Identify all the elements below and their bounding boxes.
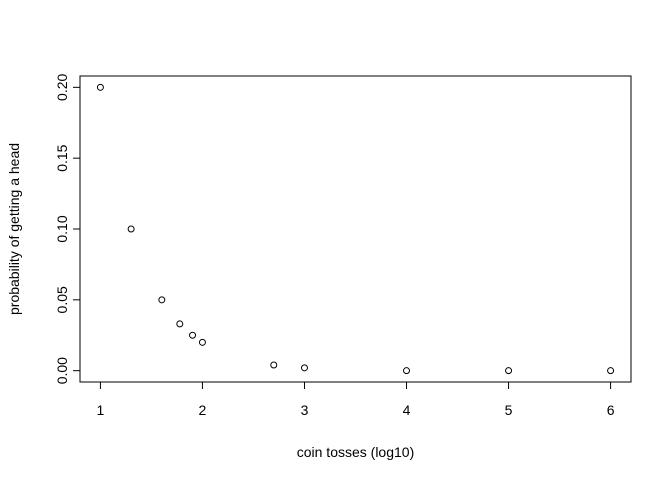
- data-point: [127, 225, 135, 233]
- x-tick-label: 1: [97, 402, 105, 418]
- x-tick-label: 3: [301, 402, 309, 418]
- data-points: [96, 83, 615, 375]
- y-tick-label: 0.10: [54, 215, 70, 242]
- data-point: [300, 364, 308, 372]
- x-tick-label: 5: [505, 402, 513, 418]
- data-point: [505, 367, 513, 375]
- y-tick-label: 0.15: [54, 144, 70, 171]
- data-point: [607, 367, 615, 375]
- y-tick-label: 0.05: [54, 286, 70, 313]
- plot-frame: [79, 75, 632, 383]
- y-tick-label: 0.20: [54, 73, 70, 100]
- x-tick-label: 4: [403, 402, 411, 418]
- data-point: [176, 320, 184, 328]
- data-point: [158, 296, 166, 304]
- x-axis: 1 2 3 4 5 6: [97, 381, 615, 418]
- data-point: [270, 361, 278, 369]
- x-axis-label: coin tosses (log10): [297, 444, 415, 460]
- data-point: [198, 338, 206, 346]
- data-point: [96, 83, 104, 91]
- x-tick-label: 6: [607, 402, 615, 418]
- y-axis: 0.00 0.05 0.10 0.15 0.20: [54, 73, 81, 384]
- x-tick-label: 2: [199, 402, 207, 418]
- data-point: [189, 331, 197, 339]
- y-axis-label: probability of getting a head: [6, 143, 22, 315]
- data-point: [403, 367, 411, 375]
- y-tick-label: 0.00: [54, 357, 70, 384]
